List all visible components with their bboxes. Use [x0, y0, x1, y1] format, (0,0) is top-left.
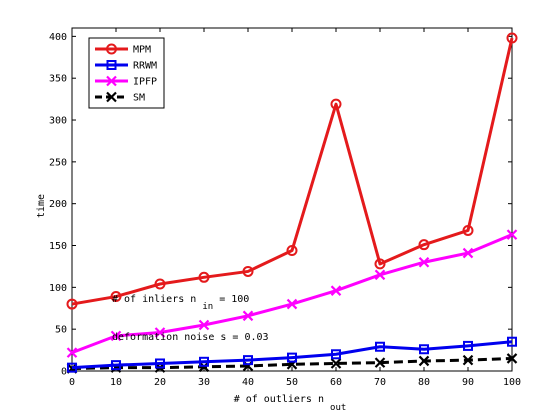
data-point-mpm: [418, 239, 430, 251]
legend-swatch-marker: [106, 75, 117, 87]
annotation-inliers: # of inliers n in = 100: [112, 294, 249, 312]
data-point-mpm: [506, 32, 518, 44]
data-point-rrwm: [331, 349, 341, 360]
data-point-rrwm: [111, 360, 121, 371]
legend: MPM RRWM IPFP SM: [88, 37, 165, 109]
data-point-sm: [506, 353, 518, 364]
legend-swatch-marker: [106, 91, 117, 103]
x-tick-label: 80: [418, 377, 430, 388]
y-tick-label: 250: [49, 157, 67, 168]
x-tick-label: 90: [462, 377, 474, 388]
data-point-mpm: [66, 298, 78, 310]
legend-swatch-marker: [106, 60, 117, 70]
data-point-ipfp: [242, 310, 254, 322]
annotation-inliers-text: # of inliers n: [112, 294, 196, 305]
data-point-ipfp: [506, 229, 518, 240]
legend-label: MPM: [133, 45, 151, 56]
x-tick-label: 40: [242, 377, 254, 388]
legend-entry-mpm: MPM: [95, 43, 151, 56]
y-tick-label: 300: [49, 116, 67, 127]
data-point-rrwm: [375, 341, 385, 352]
annotation-inliers-sub: in: [202, 302, 213, 312]
legend-swatch-marker: [106, 43, 117, 55]
x-tick-label: 100: [503, 377, 521, 388]
data-point-ipfp: [198, 319, 210, 331]
x-tick-label: 30: [198, 377, 210, 388]
y-tick-label: 150: [49, 241, 67, 252]
data-point-ipfp: [374, 269, 386, 281]
data-point-sm: [374, 357, 386, 368]
data-point-rrwm: [419, 344, 429, 355]
data-point-rrwm: [463, 340, 473, 351]
data-point-ipfp: [110, 330, 122, 342]
x-axis-label-sub: out: [330, 403, 346, 413]
x-tick-label: 20: [154, 377, 166, 388]
series-line-mpm: [71, 37, 514, 306]
data-point-rrwm: [67, 362, 77, 373]
x-axis-label: # of outliers n out: [234, 394, 347, 413]
data-point-mpm: [330, 98, 342, 110]
legend-entry-sm: SM: [95, 91, 145, 104]
data-point-rrwm: [155, 358, 165, 369]
y-tick-label: 400: [49, 32, 67, 43]
data-point-mpm: [110, 291, 122, 303]
x-tick-label: 70: [374, 377, 386, 388]
y-tick-label: 50: [55, 325, 67, 336]
annotation-inliers-value: = 100: [219, 294, 249, 305]
x-tick-label: 50: [286, 377, 298, 388]
y-tick-label: 350: [49, 74, 67, 85]
data-point-rrwm: [287, 352, 297, 363]
data-point-sm: [330, 358, 342, 369]
data-point-ipfp: [66, 347, 78, 358]
series-rrwm: [67, 336, 517, 373]
series-mpm: [66, 32, 518, 310]
y-tick-label: 200: [49, 199, 67, 210]
axes: 0 10 20 30 40 50 60 70 80 90 100 0 50 100 150 200 250 300…: [49, 28, 521, 388]
legend-label: IPFP: [133, 77, 157, 88]
x-axis-label-main: # of outliers n: [234, 394, 324, 405]
series-ipfp: [66, 229, 518, 358]
data-point-rrwm: [199, 356, 209, 367]
series-layer: [66, 32, 518, 374]
data-point-rrwm: [507, 336, 517, 347]
data-point-sm: [462, 354, 474, 366]
legend-label: RRWM: [133, 61, 157, 72]
data-point-ipfp: [418, 256, 430, 268]
data-point-ipfp: [462, 247, 474, 259]
y-axis-label: time: [36, 194, 47, 218]
data-point-mpm: [154, 278, 166, 290]
data-point-mpm: [286, 245, 298, 257]
data-point-sm: [418, 355, 430, 367]
data-point-mpm: [374, 258, 386, 270]
data-point-ipfp: [330, 285, 342, 296]
data-point-mpm: [462, 224, 474, 236]
y-tick-label: 100: [49, 283, 67, 294]
legend-entry-ipfp: IPFP: [95, 75, 157, 88]
data-point-mpm: [198, 271, 210, 283]
x-tick-label: 60: [330, 377, 342, 388]
data-point-mpm: [242, 265, 254, 277]
x-tick-label: 0: [69, 377, 75, 388]
legend-entry-rrwm: RRWM: [95, 60, 157, 72]
data-point-ipfp: [286, 298, 298, 310]
x-tick-label: 10: [110, 377, 122, 388]
series-line-rrwm: [71, 340, 513, 370]
annotation-noise: deformation noise s = 0.03: [112, 332, 269, 343]
data-point-rrwm: [243, 355, 253, 366]
legend-entries: MPM RRWM IPFP SM: [95, 43, 157, 104]
y-tick-label: 0: [61, 367, 67, 378]
data-point-ipfp: [154, 327, 166, 338]
svg-text:# of inliers n in: # of inliers n in = 100: [112, 294, 249, 312]
series-line-sm: [71, 356, 513, 370]
legend-label: SM: [133, 93, 145, 104]
